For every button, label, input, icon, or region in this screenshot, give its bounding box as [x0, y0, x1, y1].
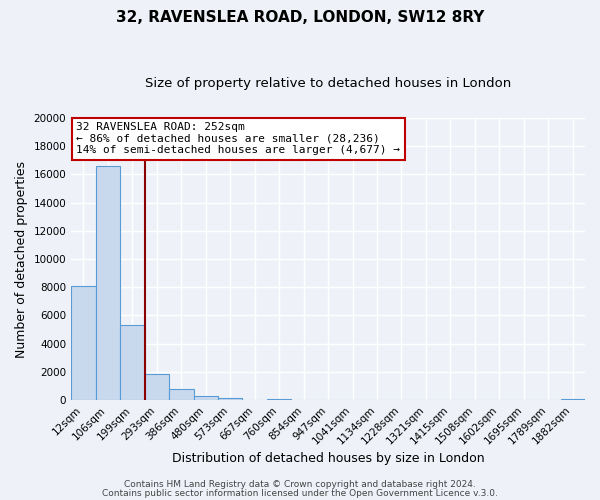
- Text: Contains HM Land Registry data © Crown copyright and database right 2024.: Contains HM Land Registry data © Crown c…: [124, 480, 476, 489]
- Text: 32 RAVENSLEA ROAD: 252sqm
← 86% of detached houses are smaller (28,236)
14% of s: 32 RAVENSLEA ROAD: 252sqm ← 86% of detac…: [76, 122, 400, 156]
- Bar: [169, 389, 194, 400]
- Bar: [145, 374, 169, 400]
- Bar: [218, 398, 242, 400]
- Bar: [560, 398, 585, 400]
- Bar: [194, 396, 218, 400]
- Title: Size of property relative to detached houses in London: Size of property relative to detached ho…: [145, 78, 511, 90]
- Bar: [71, 286, 95, 400]
- Bar: [120, 326, 145, 400]
- Bar: [267, 398, 292, 400]
- Text: Contains public sector information licensed under the Open Government Licence v.: Contains public sector information licen…: [102, 490, 498, 498]
- Text: 32, RAVENSLEA ROAD, LONDON, SW12 8RY: 32, RAVENSLEA ROAD, LONDON, SW12 8RY: [116, 10, 484, 25]
- X-axis label: Distribution of detached houses by size in London: Distribution of detached houses by size …: [172, 452, 484, 465]
- Y-axis label: Number of detached properties: Number of detached properties: [15, 160, 28, 358]
- Bar: [95, 166, 120, 400]
